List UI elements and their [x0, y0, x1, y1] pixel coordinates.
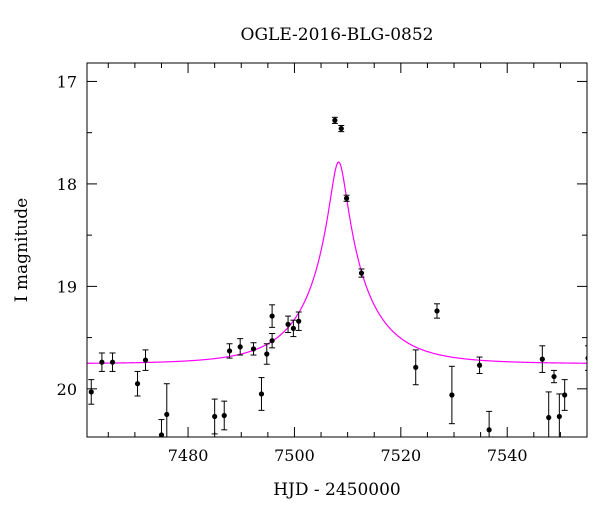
data-point-marker	[332, 117, 338, 123]
data-point-marker	[285, 321, 291, 327]
data-point-marker	[212, 413, 218, 420]
chart-title: OGLE-2016-BLG-0852	[241, 25, 434, 45]
data-point	[109, 352, 116, 372]
x-tick-label: 7540	[487, 446, 528, 465]
data-point-marker	[551, 373, 557, 380]
data-point-marker	[358, 270, 365, 276]
tick-labels: 7480 7500 7520 7540 17 18 19 20	[57, 72, 528, 465]
data-point	[158, 419, 165, 437]
data-point	[98, 352, 105, 372]
data-point-marker	[556, 413, 562, 420]
data-point	[211, 398, 218, 435]
model-curve	[87, 161, 587, 364]
model-curve-group	[87, 161, 587, 364]
data-point	[295, 311, 302, 331]
data-point	[551, 369, 558, 384]
data-point-marker	[88, 389, 94, 395]
data-point	[545, 391, 552, 437]
data-point	[134, 370, 141, 397]
data-point	[163, 383, 170, 437]
data-point-marker	[434, 308, 440, 314]
x-tick-label: 7500	[274, 446, 315, 465]
data-point	[412, 349, 419, 386]
data-point-marker	[250, 346, 257, 352]
data-point	[237, 338, 244, 356]
data-point-marker	[269, 338, 275, 344]
data-point-marker	[338, 125, 344, 132]
data-point-marker	[237, 344, 243, 350]
data-point-marker	[290, 325, 296, 331]
data-point	[585, 345, 587, 371]
data-point-marker	[109, 359, 116, 365]
data-point	[285, 315, 292, 333]
data-points-group	[88, 116, 587, 437]
data-point-marker	[264, 351, 270, 357]
data-point	[358, 268, 365, 278]
data-point	[258, 377, 265, 411]
data-point-marker	[585, 355, 587, 361]
data-point	[263, 343, 270, 365]
data-point-marker	[164, 411, 170, 418]
data-point	[338, 125, 345, 133]
data-point	[486, 410, 493, 437]
data-point-marker	[269, 313, 275, 319]
x-tick-label: 7520	[380, 446, 421, 465]
data-point	[269, 304, 276, 328]
x-tick-label: 7480	[168, 446, 209, 465]
data-point	[269, 333, 276, 349]
data-point	[448, 365, 455, 425]
data-point-marker	[99, 359, 105, 365]
data-point-marker	[539, 356, 545, 362]
data-point	[539, 345, 546, 373]
data-point-marker	[142, 357, 149, 363]
data-point	[331, 116, 338, 124]
data-point	[221, 400, 228, 431]
data-point-marker	[343, 195, 350, 201]
data-point-marker	[413, 364, 419, 370]
data-point	[226, 343, 233, 359]
data-point-marker	[258, 391, 265, 397]
y-axis-label: I magnitude	[12, 198, 32, 302]
data-point	[556, 393, 563, 437]
y-tick-label: 17	[57, 72, 77, 91]
y-tick-label: 18	[57, 175, 77, 194]
data-point	[561, 379, 568, 411]
y-tick-label: 19	[57, 277, 77, 296]
data-point	[343, 194, 350, 202]
data-point	[88, 379, 95, 405]
data-point	[250, 342, 257, 356]
data-point-marker	[476, 362, 483, 368]
data-point-marker	[134, 381, 141, 387]
x-axis-label: HJD - 2450000	[273, 480, 401, 500]
data-point-marker	[158, 432, 165, 437]
data-point-marker	[449, 392, 455, 398]
data-point	[142, 349, 149, 371]
data-point	[434, 303, 440, 319]
plot-frame	[86, 62, 588, 438]
data-point-marker	[296, 318, 302, 324]
data-point-marker	[486, 427, 492, 433]
data-point	[476, 356, 483, 374]
data-point	[290, 319, 297, 338]
y-tick-label: 20	[57, 380, 77, 399]
data-point-marker	[226, 348, 233, 354]
data-point-marker	[546, 414, 552, 421]
data-point-marker	[221, 412, 227, 419]
data-point-marker	[562, 392, 568, 398]
